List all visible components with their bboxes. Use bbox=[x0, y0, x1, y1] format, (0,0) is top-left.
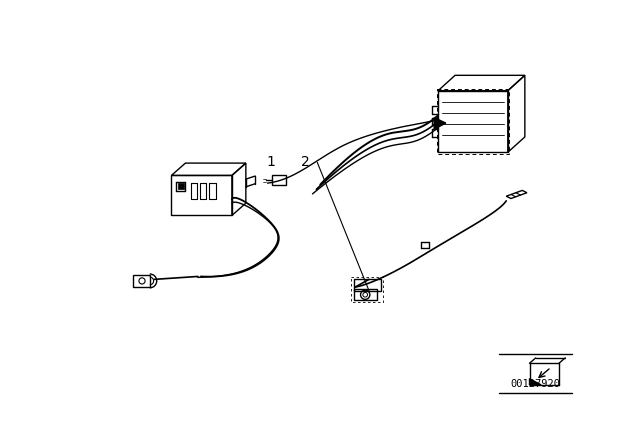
Polygon shape bbox=[178, 183, 184, 189]
Text: 2: 2 bbox=[301, 155, 310, 169]
Text: 1: 1 bbox=[266, 155, 275, 169]
Text: 00127920: 00127920 bbox=[510, 379, 560, 389]
Polygon shape bbox=[434, 118, 446, 129]
Polygon shape bbox=[529, 379, 541, 385]
